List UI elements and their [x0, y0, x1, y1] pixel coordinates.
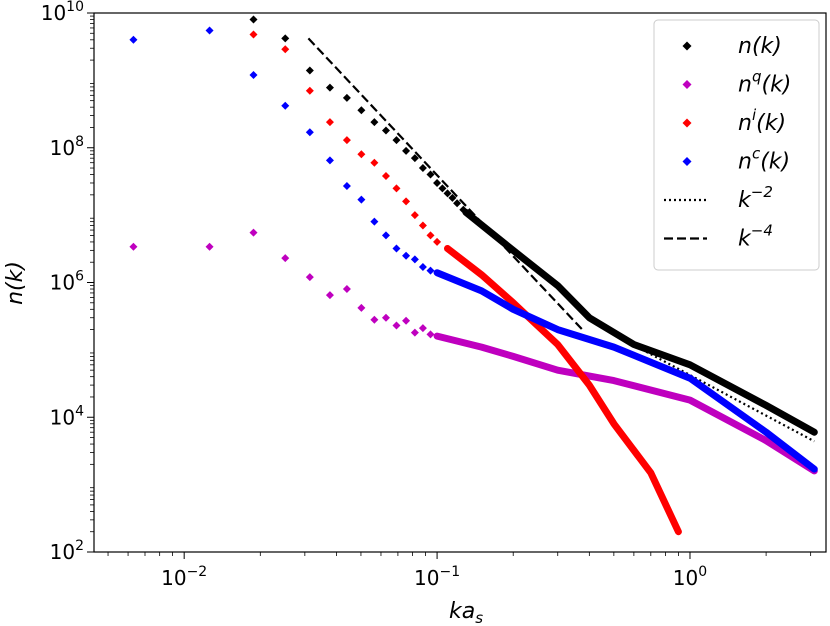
legend-marker-n-q-k [682, 80, 692, 89]
data-point-n-c-k [305, 128, 314, 137]
data-point-n-i-k [433, 237, 442, 246]
trend-band-n-c-k [433, 269, 818, 473]
data-point-n-k [402, 146, 411, 155]
data-point-n-q-k [418, 324, 427, 333]
y-axis-title: n(k) [3, 261, 28, 305]
data-point-n-k [418, 164, 427, 173]
trend-band-n-i-k [444, 245, 682, 536]
data-point-n-c-k [418, 262, 427, 271]
data-point-n-i-k [342, 136, 351, 145]
y-tick-label: 106 [50, 269, 84, 295]
legend-marker-n-i-k [682, 118, 692, 128]
legend-label-n-i-k: ni(k) [738, 106, 786, 136]
legend: n(k) nq(k) ni(k) nc(k) k−2 k−4 [653, 19, 820, 271]
x-axis: 10−2 10−1 100 [107, 552, 812, 590]
data-point-n-k [249, 15, 258, 24]
data-point-n-k [342, 93, 351, 102]
data-point-n-q-k [281, 254, 290, 263]
data-point-n-k [433, 178, 442, 187]
reference-line-k-2 [636, 346, 815, 443]
data-point-n-k [453, 199, 462, 208]
data-point-n-c-k [402, 251, 411, 260]
y-tick-label: 104 [50, 403, 84, 429]
data-point-n-k [443, 189, 452, 198]
data-point-n-c-k [129, 35, 138, 44]
legend-marker-n-c-k [682, 157, 692, 166]
data-point-n-i-k [392, 184, 401, 193]
legend-label-k-4: k−4 [738, 222, 773, 252]
data-point-n-q-k [249, 228, 258, 237]
data-point-n-k [459, 205, 468, 214]
x-axis-title: kas [449, 599, 483, 626]
data-point-n-k [381, 126, 390, 135]
data-point-n-q-k [357, 303, 366, 312]
data-point-n-i-k [402, 197, 411, 206]
legend-label-n-c-k: nc(k) [738, 145, 790, 175]
data-point-n-c-k [325, 156, 334, 165]
data-point-n-q-k [205, 242, 214, 251]
y-tick-label: 1010 [41, 0, 84, 25]
data-point-n-q-k [370, 315, 379, 324]
data-point-n-k [305, 66, 314, 75]
data-point-n-i-k [357, 150, 366, 159]
data-point-n-k [426, 170, 435, 179]
data-point-n-c-k [381, 231, 390, 240]
data-point-n-c-k [410, 255, 419, 264]
data-point-n-c-k [357, 195, 366, 204]
data-point-n-q-k [129, 242, 138, 251]
y-tick-label: 102 [50, 538, 84, 564]
data-point-n-c-k [392, 244, 401, 253]
data-point-n-c-k [370, 217, 379, 226]
data-point-n-c-k [426, 266, 435, 275]
legend-box [653, 19, 820, 271]
reference-line-k-4 [307, 37, 585, 332]
data-point-n-q-k [410, 328, 419, 337]
data-point-n-q-k [342, 285, 351, 294]
data-point-n-i-k [426, 231, 435, 240]
trend-band-n-k [462, 208, 818, 436]
data-point-n-c-k [249, 71, 258, 80]
data-point-n-q-k [402, 316, 411, 325]
data-point-n-k [410, 154, 419, 163]
legend-label-n-q-k: nq(k) [738, 68, 791, 98]
data-point-n-i-k [305, 86, 314, 95]
data-point-n-q-k [325, 291, 334, 300]
data-point-n-k [357, 106, 366, 115]
data-point-n-c-k [281, 101, 290, 110]
data-point-n-i-k [325, 118, 334, 127]
legend-label-n-k: n(k) [738, 34, 782, 59]
data-point-n-k [281, 34, 290, 43]
data-point-n-i-k [418, 221, 427, 230]
data-point-n-q-k [426, 330, 435, 339]
data-points [129, 15, 468, 339]
reference-lines [307, 37, 815, 443]
legend-label-k-2: k−2 [738, 183, 773, 213]
data-point-n-k [325, 83, 334, 92]
data-point-n-q-k [381, 313, 390, 322]
y-tick-label: 108 [50, 134, 84, 160]
x-tick-label: 10−1 [414, 564, 460, 590]
data-point-n-q-k [392, 321, 401, 330]
x-tick-label: 10−2 [161, 564, 207, 590]
x-axis-title-subscript: s [475, 609, 483, 626]
data-point-n-i-k [370, 158, 379, 167]
x-tick-label: 100 [673, 564, 707, 590]
data-point-n-c-k [205, 26, 214, 35]
data-point-n-k [448, 193, 457, 202]
y-axis: 102 104 106 108 1010 [41, 0, 94, 564]
data-point-n-k [438, 184, 447, 193]
series-trends [433, 208, 818, 536]
data-point-n-k [392, 136, 401, 145]
data-point-n-i-k [281, 45, 290, 54]
data-point-n-i-k [249, 30, 258, 39]
data-point-n-c-k [342, 182, 351, 191]
legend-marker-n-k [682, 41, 692, 51]
data-point-n-q-k [305, 273, 314, 282]
data-point-n-i-k [410, 211, 419, 220]
data-point-n-i-k [381, 172, 390, 181]
data-point-n-k [370, 118, 379, 127]
